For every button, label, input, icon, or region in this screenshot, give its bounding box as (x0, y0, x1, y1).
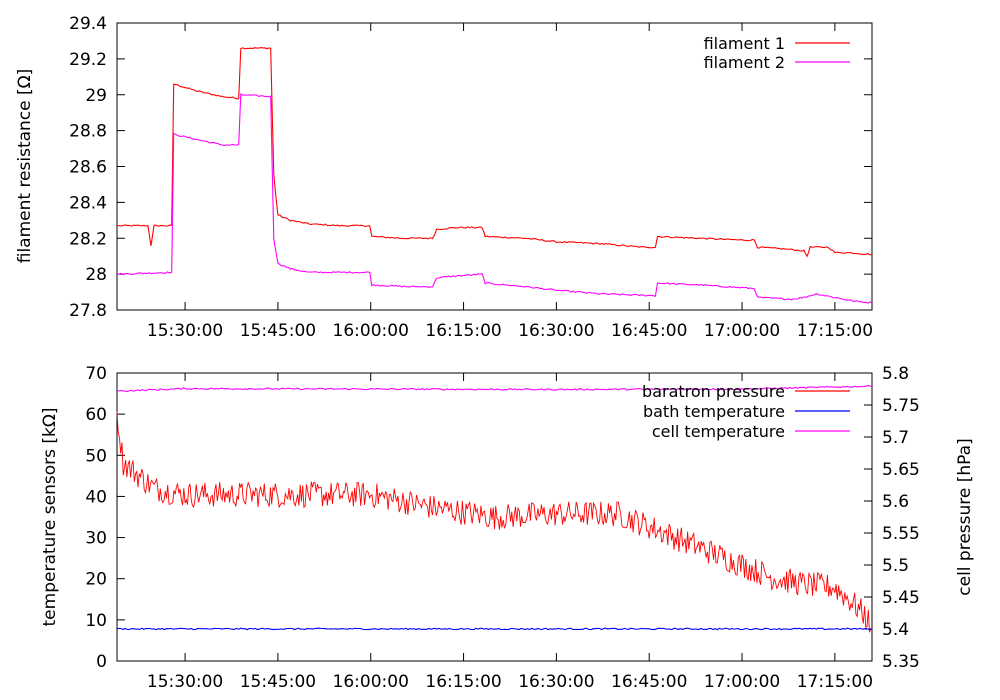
legend-label: cell temperature (652, 422, 785, 441)
y-axis-title: temperature sensors [kΩ] (40, 408, 60, 627)
y2-tick-label: 5.55 (882, 524, 920, 544)
y-tick-label: 28.2 (69, 229, 107, 249)
plot-frame (116, 372, 873, 662)
series-line-baratron-pressure (116, 411, 873, 633)
legend: baratron pressure bath temperature cell … (642, 382, 850, 441)
y-tick-label: 40 (85, 487, 107, 507)
x-tick-label: 16:15:00 (425, 321, 501, 341)
legend-label: bath temperature (643, 402, 785, 421)
y-tick-label: 28 (85, 265, 107, 285)
series-lines (116, 47, 873, 304)
x-tick-label: 16:45:00 (611, 672, 687, 692)
series-line-cell-temperature (116, 384, 872, 392)
filament-resistance-chart: 27.8 28 28.2 28.4 28.6 28.8 29 29.2 29.4 15:30:0… (15, 14, 873, 341)
y-tick-label: 28.4 (69, 193, 107, 213)
y2-tick-label: 5.7 (882, 428, 909, 448)
x-tick-label: 16:30:00 (518, 672, 594, 692)
x-axis-ticks: 15:30:00 15:45:00 16:00:00 16:15:00 16:30:00… (147, 373, 873, 692)
x-axis-ticks: 15:30:00 15:45:00 16:00:00 16:15:00 16:30:00… (147, 23, 873, 341)
y2-tick-label: 5.5 (882, 556, 909, 576)
legend: filament 1 filament 2 (704, 34, 850, 72)
legend-label: filament 2 (704, 53, 785, 72)
y-tick-label: 30 (85, 529, 107, 549)
x-tick-label: 15:30:00 (147, 321, 223, 341)
x-tick-label: 15:30:00 (147, 672, 223, 692)
y-axis-ticks: 0 10 20 30 40 50 60 70 (85, 364, 125, 672)
legend-label: baratron pressure (642, 382, 785, 401)
y-tick-label: 28.8 (69, 122, 107, 142)
y2-axis-ticks: 5.35 5.4 5.45 5.5 5.55 5.6 5.65 5.7 5.75 5.8 (864, 364, 920, 672)
y-tick-label: 20 (85, 570, 107, 590)
series-lines (116, 384, 873, 633)
y-tick-label: 27.8 (69, 301, 107, 321)
y-tick-label: 29.4 (69, 14, 107, 34)
x-tick-label: 15:45:00 (240, 672, 316, 692)
x-tick-label: 16:30:00 (518, 321, 594, 341)
x-tick-label: 16:00:00 (333, 672, 409, 692)
y-tick-label: 10 (85, 611, 107, 631)
y2-axis-title: cell pressure [hPa] (955, 438, 975, 595)
y-tick-label: 60 (85, 405, 107, 425)
x-tick-label: 17:00:00 (704, 672, 780, 692)
y-axis-title: filament resistance [Ω] (15, 69, 35, 264)
x-tick-label: 17:15:00 (797, 672, 873, 692)
y-tick-label: 0 (96, 652, 107, 672)
y-tick-label: 70 (85, 364, 107, 384)
y-tick-label: 28.6 (69, 158, 107, 178)
temperature-pressure-chart: 0 10 20 30 40 50 60 70 5.35 5.4 5.45 5.5 5.55 5.6 5.6… (40, 364, 975, 692)
y-tick-label: 29 (85, 86, 107, 106)
y2-tick-label: 5.8 (882, 364, 909, 384)
y2-tick-label: 5.6 (882, 492, 909, 512)
y2-tick-label: 5.75 (882, 396, 920, 416)
x-tick-label: 17:00:00 (704, 321, 780, 341)
y-tick-label: 50 (85, 446, 107, 466)
series-line-filament-2 (117, 93, 873, 304)
legend-label: filament 1 (704, 34, 785, 53)
y2-tick-label: 5.35 (882, 652, 920, 672)
x-tick-label: 15:45:00 (240, 321, 316, 341)
x-tick-label: 16:15:00 (425, 672, 501, 692)
y2-tick-label: 5.65 (882, 460, 920, 480)
y2-tick-label: 5.45 (882, 588, 920, 608)
y2-tick-label: 5.4 (882, 620, 909, 640)
x-tick-label: 17:15:00 (797, 321, 873, 341)
series-line-filament-1 (116, 47, 873, 258)
y-axis-ticks: 27.8 28 28.2 28.4 28.6 28.8 29 29.2 29.4 (69, 14, 872, 321)
series-line-bath-temperature (116, 627, 873, 631)
y-tick-label: 29.2 (69, 50, 107, 70)
x-tick-label: 16:00:00 (333, 321, 409, 341)
x-tick-label: 16:45:00 (611, 321, 687, 341)
